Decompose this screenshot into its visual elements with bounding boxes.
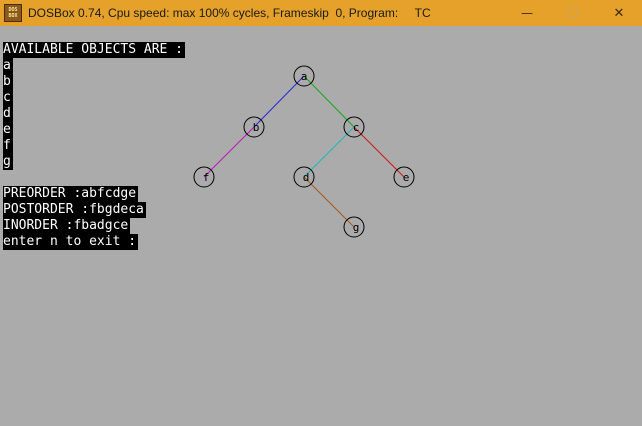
tree-node-c: c xyxy=(343,116,365,138)
object-item: d xyxy=(3,106,13,122)
svg-text:d: d xyxy=(303,171,310,184)
tree-node-e: e xyxy=(393,166,415,188)
tree-edge-a-c xyxy=(303,75,355,128)
title-bar[interactable]: DOS BOX DOSBox 0.74, Cpu speed: max 100%… xyxy=(0,0,642,26)
object-item: c xyxy=(3,90,13,106)
svg-text:e: e xyxy=(403,171,410,184)
minimize-icon: — xyxy=(521,6,533,20)
svg-text:f: f xyxy=(203,171,210,184)
svg-text:a: a xyxy=(301,70,308,83)
window-controls: — ☐ ✕ xyxy=(504,0,642,26)
object-item: g xyxy=(3,154,13,170)
exit-prompt[interactable]: enter n to exit : xyxy=(3,234,139,250)
close-icon: ✕ xyxy=(613,5,625,21)
window-title: DOSBox 0.74, Cpu speed: max 100% cycles,… xyxy=(28,6,431,20)
preorder-output: PREORDER :abfcdge xyxy=(3,186,139,202)
svg-text:c: c xyxy=(353,121,360,134)
object-item: b xyxy=(3,74,13,90)
objects-header: AVAILABLE OBJECTS ARE : xyxy=(3,42,186,58)
object-item: f xyxy=(3,138,13,154)
tree-node-f: f xyxy=(193,166,215,188)
dosbox-app-icon[interactable]: DOS BOX xyxy=(4,4,22,22)
tree-node-d: d xyxy=(293,166,315,188)
object-item: a xyxy=(3,58,13,74)
tree-node-g: g xyxy=(343,216,365,238)
object-item: e xyxy=(3,122,13,138)
tree-edge-d-g xyxy=(303,176,355,228)
maximize-button[interactable]: ☐ xyxy=(550,0,596,26)
close-button[interactable]: ✕ xyxy=(596,0,642,26)
tree-edge-b-f xyxy=(203,126,255,178)
minimize-button[interactable]: — xyxy=(504,0,550,26)
icon-text-top: DOS xyxy=(8,7,18,13)
svg-text:g: g xyxy=(353,221,360,234)
dos-screen[interactable]: AVAILABLE OBJECTS ARE : a b c d e f g PR… xyxy=(0,26,642,426)
postorder-output: POSTORDER :fbgdeca xyxy=(3,202,146,218)
icon-text-bottom: BOX xyxy=(8,13,18,19)
inorder-output: INORDER :fbadgce xyxy=(3,218,131,234)
maximize-icon: ☐ xyxy=(567,5,579,21)
binary-tree-diagram: a b c f d e g xyxy=(193,65,415,238)
svg-text:b: b xyxy=(253,121,260,134)
tree-node-b: b xyxy=(243,116,265,138)
tree-edge-c-e xyxy=(353,126,405,178)
tree-edge-c-d xyxy=(303,126,355,178)
tree-node-a: a xyxy=(293,65,315,87)
tree-edge-a-b xyxy=(253,75,305,128)
